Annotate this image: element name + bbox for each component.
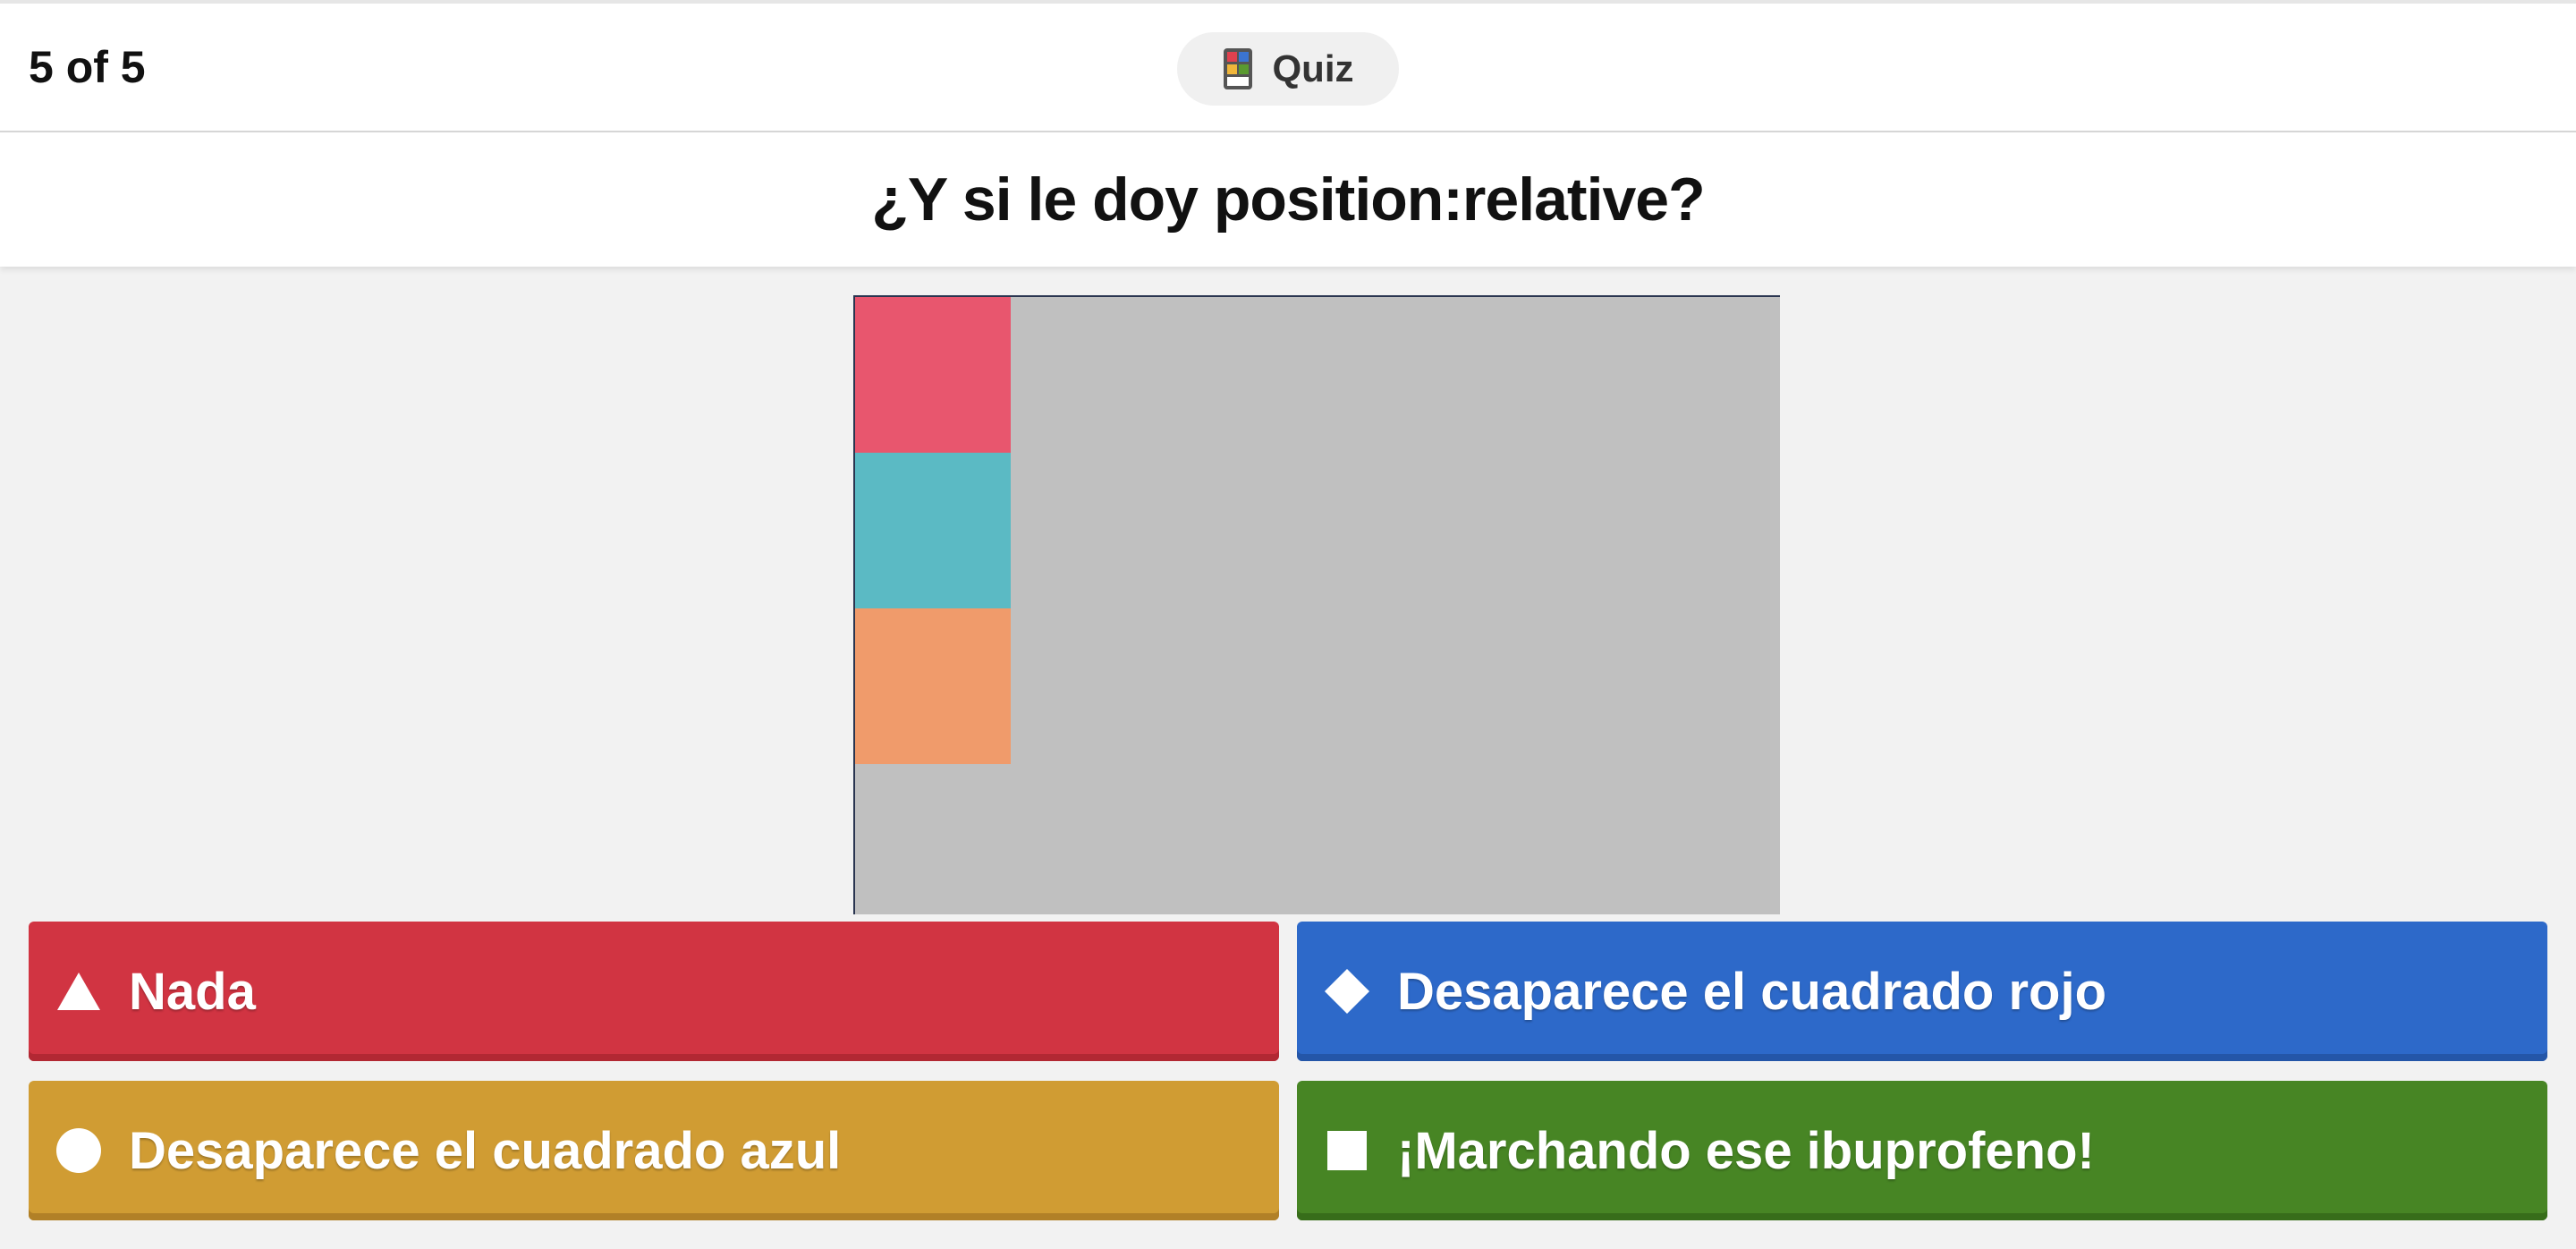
question-bar: ¿Y si le doy position:relative? <box>0 132 2576 267</box>
quiz-label: Quiz <box>1272 47 1354 89</box>
diamond-icon <box>1324 968 1370 1015</box>
question-title: ¿Y si le doy position:relative? <box>871 166 1705 234</box>
answer-option-3[interactable]: Desaparece el cuadrado azul <box>29 1081 1279 1220</box>
answer-option-2[interactable]: Desaparece el cuadrado rojo <box>1297 922 2547 1061</box>
red-square <box>855 297 1011 453</box>
triangle-icon <box>55 968 102 1015</box>
question-media <box>853 295 1780 914</box>
answer-label: Desaparece el cuadrado azul <box>129 1121 842 1180</box>
answer-label: Nada <box>129 962 256 1021</box>
answer-label: ¡Marchando ese ibuprofeno! <box>1397 1121 2095 1180</box>
top-bar: 5 of 5 Quiz <box>0 0 2576 132</box>
square-icon <box>1324 1127 1370 1174</box>
question-counter: 5 of 5 <box>29 42 146 92</box>
quiz-grid-icon <box>1223 47 1253 90</box>
orange-square <box>855 608 1011 764</box>
answer-option-4[interactable]: ¡Marchando ese ibuprofeno! <box>1297 1081 2547 1220</box>
answer-label: Desaparece el cuadrado rojo <box>1397 962 2106 1021</box>
answer-option-1[interactable]: Nada <box>29 922 1279 1061</box>
circle-icon <box>55 1127 102 1174</box>
teal-square <box>855 453 1011 608</box>
quiz-type-badge: Quiz <box>1177 32 1399 106</box>
